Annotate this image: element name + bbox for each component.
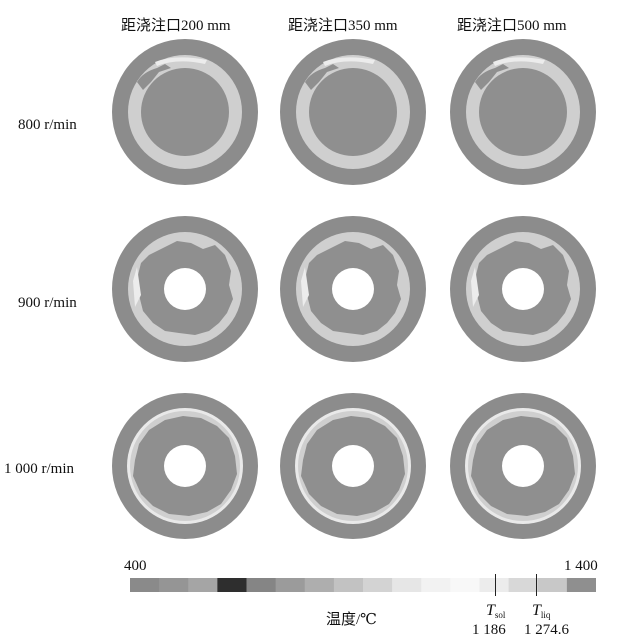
melt-core — [479, 68, 567, 156]
column-header-200mm: 距浇注口200 mm — [121, 18, 231, 34]
section-1000-500mm — [450, 393, 596, 539]
legend-swatch — [159, 578, 189, 592]
row-header-1000: 1 000 r/min — [4, 461, 74, 477]
liquidus-tick — [536, 574, 537, 596]
section-800-350mm — [280, 39, 426, 185]
hollow-bore — [502, 268, 544, 310]
temperature-color-bar — [130, 578, 596, 592]
section-900-500mm — [450, 216, 596, 362]
section-900-350mm — [280, 216, 426, 362]
section-900-200mm — [112, 216, 258, 362]
mushy-patch — [137, 64, 171, 90]
mushy-patch — [475, 64, 509, 90]
melt-core — [141, 68, 229, 156]
light-patch — [133, 267, 141, 307]
liquidus-label: Tliq — [532, 602, 550, 620]
section-800-500mm — [450, 39, 596, 185]
legend-swatch — [392, 578, 422, 592]
legend-min-label: 400 — [124, 558, 147, 574]
light-patch — [471, 267, 479, 307]
legend-axis-title: 温度/℃ — [326, 612, 377, 628]
legend-swatch — [421, 578, 451, 592]
section-1000-200mm — [112, 393, 258, 539]
row-header-800: 800 r/min — [18, 117, 77, 133]
legend-swatch — [217, 578, 248, 592]
liquidus-subscript: liq — [540, 610, 551, 620]
section-1000-350mm — [280, 393, 426, 539]
solidus-value: 1 186 — [472, 622, 506, 638]
hollow-bore — [332, 445, 374, 487]
legend-swatch — [537, 578, 568, 592]
solidus-tick — [495, 574, 496, 596]
section-800-200mm — [112, 39, 258, 185]
liquidus-symbol: T — [532, 602, 541, 619]
melt-core — [309, 68, 397, 156]
liquidus-value: 1 274.6 — [524, 622, 569, 638]
hollow-bore — [332, 268, 374, 310]
light-patch — [301, 267, 309, 307]
light-streak — [155, 57, 207, 66]
column-header-500mm: 距浇注口500 mm — [457, 18, 567, 34]
legend-swatch — [275, 578, 306, 592]
hollow-bore — [164, 268, 206, 310]
legend-swatch — [304, 578, 335, 592]
light-streak — [493, 57, 545, 66]
legend-swatch — [450, 578, 481, 592]
legend-swatch — [508, 578, 539, 592]
hollow-bore — [164, 445, 206, 487]
row-header-900: 900 r/min — [18, 295, 77, 311]
legend-swatch — [566, 578, 596, 592]
cross-section-grid — [112, 39, 596, 539]
legend-swatch — [363, 578, 393, 592]
legend-swatch — [479, 578, 510, 592]
legend-max-label: 1 400 — [564, 558, 598, 574]
solidus-label: Tsol — [486, 602, 505, 620]
legend-swatch — [188, 578, 218, 592]
column-header-350mm: 距浇注口350 mm — [288, 18, 398, 34]
solidus-subscript: sol — [494, 610, 506, 620]
mushy-patch — [305, 64, 339, 90]
legend-swatch — [130, 578, 160, 592]
light-streak — [323, 57, 375, 66]
legend-swatch — [333, 578, 364, 592]
hollow-bore — [502, 445, 544, 487]
legend-swatch — [246, 578, 277, 592]
solidus-symbol: T — [486, 602, 495, 619]
